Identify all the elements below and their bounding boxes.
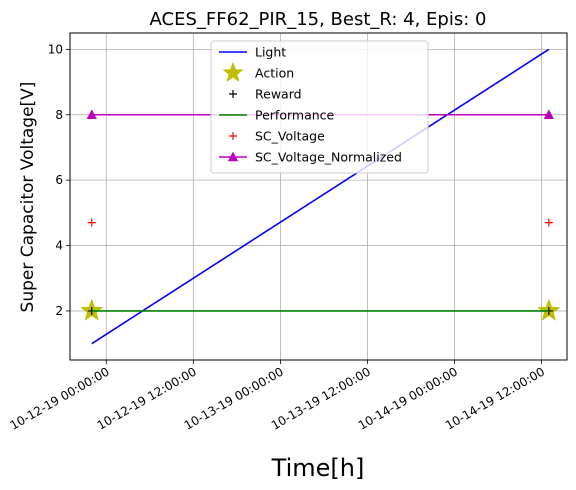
data-point-sc-voltage-normalized [86, 109, 97, 119]
legend-label-sc-voltage: SC_Voltage [255, 129, 325, 144]
legend-label-sc-voltage-normalized: SC_Voltage_Normalized [255, 150, 402, 165]
legend: Light Action Reward Performance SC_Voltage SC… [210, 40, 429, 174]
legend-marker-reward [229, 90, 237, 98]
y-tick-label: 10 [48, 42, 63, 56]
chart-title: ACES_FF62_PIR_15, Best_R: 4, Epis: 0 [150, 9, 487, 30]
legend-marker-sc-voltage-normalized [227, 151, 239, 162]
legend-marker-action [222, 61, 244, 83]
y-tick-label: 6 [55, 173, 63, 187]
legend-label-light: Light [255, 45, 286, 60]
legend-box [210, 40, 429, 174]
data-point-sc-voltage-normalized [543, 109, 555, 119]
legend-label-action: Action [255, 66, 294, 81]
legend-label-reward: Reward [255, 87, 302, 102]
data-point-sc-voltage [87, 218, 96, 227]
legend-marker-sc-voltage [229, 132, 237, 140]
y-tick-label: 4 [55, 239, 63, 253]
y-axis-label: Super Capacitor Voltage[V] [18, 82, 38, 313]
data-point-sc-voltage [544, 218, 553, 227]
plot-frame [69, 32, 568, 361]
x-axis-label: Time[h] [271, 454, 365, 482]
series-line-light [91, 48, 550, 345]
legend-label-performance: Performance [255, 108, 335, 123]
y-tick-label: 8 [55, 108, 63, 122]
y-tick-label: 2 [55, 304, 63, 318]
